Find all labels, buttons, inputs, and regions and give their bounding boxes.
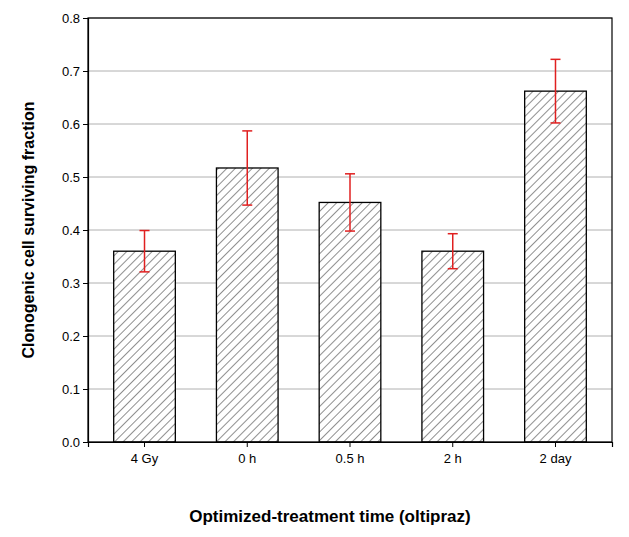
error-line	[242, 130, 252, 132]
y-tick: 0.3	[62, 276, 88, 291]
y-tick-mark	[83, 389, 88, 390]
error-line	[140, 271, 150, 273]
y-tick-mark	[83, 71, 88, 72]
bar	[114, 251, 176, 442]
y-tick-mark	[83, 442, 88, 443]
marks	[114, 59, 587, 442]
y-tick-mark	[83, 230, 88, 231]
y-tick-label: 0.8	[62, 11, 80, 26]
x-tick: 4 Gy	[131, 442, 159, 466]
y-tick: 0.0	[62, 435, 88, 450]
y-tick-mark	[83, 124, 88, 125]
error-line	[345, 230, 355, 232]
x-axis-title: Optimized-treatment time (oltipraz)	[189, 507, 470, 526]
grid-line	[88, 71, 612, 72]
y-tick-mark	[83, 177, 88, 178]
y-tick-mark	[83, 18, 88, 19]
y-axis-title: Clonogenic cell surviving fraction	[20, 102, 37, 359]
error-line	[349, 174, 351, 231]
y-tick: 0.6	[62, 117, 88, 132]
x-tick: 2 day	[540, 442, 572, 466]
y-tick-label: 0.7	[62, 64, 80, 79]
y-tick-label: 0.6	[62, 117, 80, 132]
error-line	[247, 131, 249, 205]
y-tick: 0.4	[62, 223, 88, 238]
x-axis: 4 Gy 0 h 0.5 h 2 h 2 day	[89, 442, 613, 466]
x-tick-label: 2 h	[444, 451, 462, 466]
x-tick-mark	[555, 442, 556, 447]
bar	[319, 202, 381, 442]
x-tick-mark	[144, 442, 145, 447]
error-bar	[345, 174, 355, 231]
x-axis-line	[89, 443, 613, 448]
x-tick-label: 2 day	[540, 451, 572, 466]
error-bar	[140, 231, 150, 272]
x-tick: 2 h	[444, 442, 462, 466]
y-tick: 0.7	[62, 64, 88, 79]
bar	[525, 91, 587, 442]
x-tick-mark	[247, 442, 248, 447]
plot-frame	[88, 18, 612, 442]
error-line	[345, 173, 355, 175]
x-tick-label: 4 Gy	[131, 451, 159, 466]
error-bar	[242, 131, 252, 205]
error-line	[550, 122, 560, 124]
x-tick: 0 h	[238, 442, 256, 466]
bar	[422, 251, 484, 442]
y-tick: 0.2	[62, 329, 88, 344]
error-line	[448, 233, 458, 235]
y-tick-label: 0.4	[62, 223, 80, 238]
x-tick-label: 0 h	[238, 451, 256, 466]
x-tick-mark	[452, 442, 453, 447]
error-bar	[550, 59, 560, 123]
error-line	[242, 204, 252, 206]
x-tick-label: 0.5 h	[336, 451, 365, 466]
y-tick-label: 0.5	[62, 170, 80, 185]
y-axis-line	[83, 19, 89, 443]
x-tick: 0.5 h	[336, 442, 365, 466]
y-tick-label: 0.1	[62, 382, 80, 397]
y-tick: 0.8	[62, 11, 88, 26]
error-bar	[448, 234, 458, 269]
y-axis: 0.0 0.1 0.2 0.3 0.4 0.5 0.6 0.7 0.8	[62, 11, 89, 450]
y-tick: 0.5	[62, 170, 88, 185]
x-tick-mark	[350, 442, 351, 447]
bar	[216, 168, 278, 442]
error-line	[555, 59, 557, 123]
y-tick-label: 0.3	[62, 276, 80, 291]
error-line	[452, 234, 454, 269]
grid	[88, 18, 612, 442]
error-line	[448, 268, 458, 270]
error-line	[140, 230, 150, 232]
y-tick-label: 0.2	[62, 329, 80, 344]
y-tick: 0.1	[62, 382, 88, 397]
y-tick-mark	[83, 283, 88, 284]
y-tick-label: 0.0	[62, 435, 80, 450]
y-tick-mark	[83, 336, 88, 337]
error-line	[144, 231, 146, 272]
error-line	[550, 59, 560, 61]
